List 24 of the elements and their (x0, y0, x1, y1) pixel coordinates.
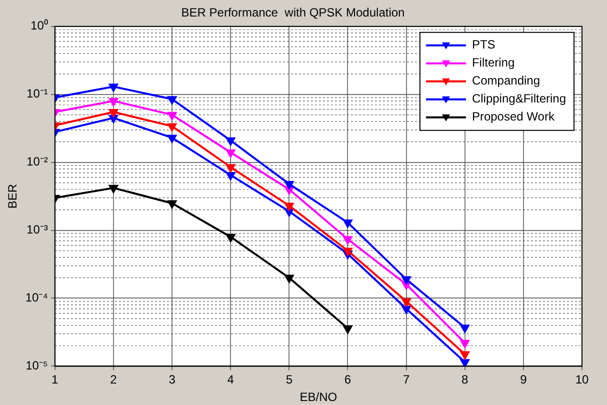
y-axis-title: BER (6, 184, 20, 209)
x-tick-label: 2 (110, 372, 118, 387)
y-tick-label: 10⁻⁴ (25, 290, 48, 305)
x-tick-label: 1 (52, 372, 59, 387)
x-tick-label: 8 (462, 372, 469, 387)
x-tick-label: 3 (168, 372, 176, 387)
legend-label: Filtering (472, 56, 515, 70)
y-tick-label: 10⁻¹ (26, 86, 48, 101)
y-tick-label: 10⁻² (26, 154, 48, 169)
y-tick-label: 10⁻³ (26, 222, 48, 237)
y-tick-label: 10⁰ (30, 18, 48, 33)
x-tick-label: 5 (286, 372, 293, 387)
x-axis-title: EB/NO (300, 390, 338, 404)
legend-label: Companding (472, 74, 540, 88)
legend-label: Clipping&Filtering (472, 92, 566, 106)
x-tick-label: 9 (520, 372, 528, 387)
y-tick-label: 10⁻⁵ (26, 358, 48, 373)
x-tick-label: 10 (575, 372, 589, 387)
legend-label: PTS (472, 38, 496, 52)
x-tick-label: 7 (402, 372, 410, 387)
x-tick-label: 6 (344, 372, 352, 387)
legend-label: Proposed Work (472, 110, 556, 124)
chart-title: BER Performance with QPSK Modulation (181, 6, 405, 20)
x-tick-label: 4 (227, 372, 234, 387)
